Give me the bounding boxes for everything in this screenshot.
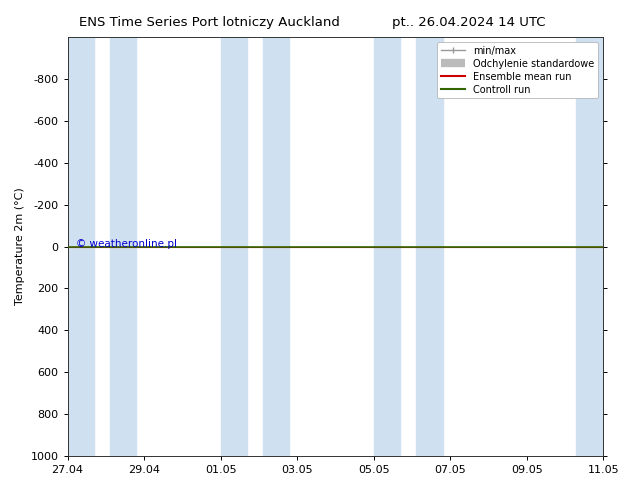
Bar: [416, 37, 443, 456]
Bar: [373, 37, 401, 456]
Bar: [221, 37, 247, 456]
Bar: [576, 37, 603, 456]
Bar: [68, 37, 94, 456]
Y-axis label: Temperature 2m (°C): Temperature 2m (°C): [15, 188, 25, 305]
Text: © weatheronline.pl: © weatheronline.pl: [75, 240, 177, 249]
Text: ENS Time Series Port lotniczy Auckland: ENS Time Series Port lotniczy Auckland: [79, 16, 340, 29]
Bar: [110, 37, 136, 456]
Legend: min/max, Odchylenie standardowe, Ensemble mean run, Controll run: min/max, Odchylenie standardowe, Ensembl…: [437, 42, 598, 98]
Text: pt.. 26.04.2024 14 UTC: pt.. 26.04.2024 14 UTC: [392, 16, 546, 29]
Bar: [262, 37, 290, 456]
